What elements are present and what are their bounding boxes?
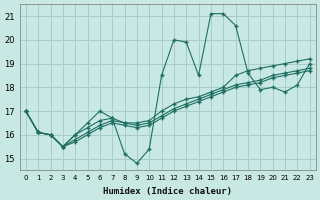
X-axis label: Humidex (Indice chaleur): Humidex (Indice chaleur) — [103, 187, 232, 196]
